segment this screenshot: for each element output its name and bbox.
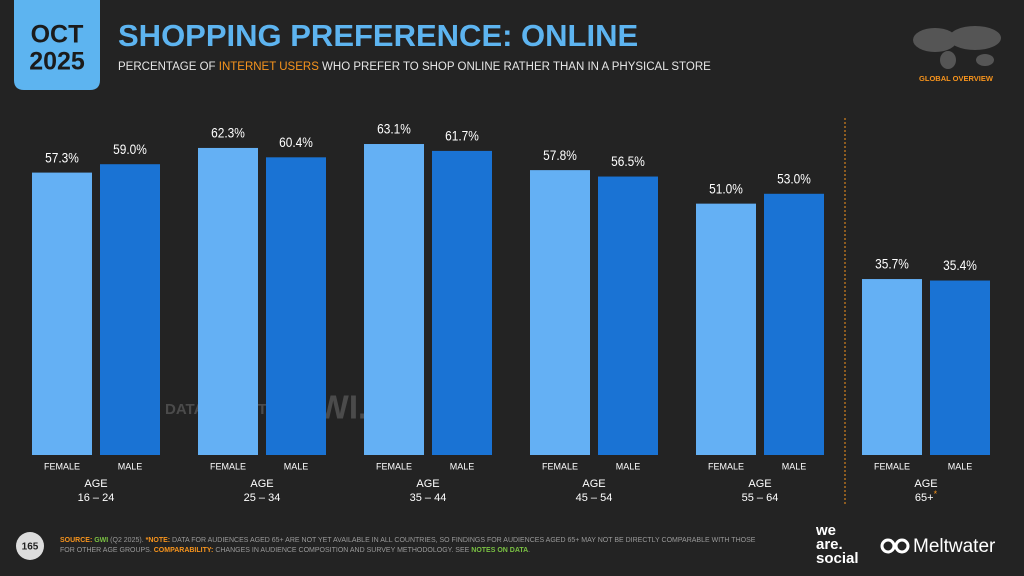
bar [696,203,756,455]
logo-text: Meltwater [913,536,996,557]
footnote-part: FOR OTHER AGE GROUPS. [60,547,154,554]
series-label: MALE [616,461,641,471]
category-label: 25 – 34 [244,492,281,504]
bar [930,280,990,455]
subtitle-part: INTERNET USERS [219,61,319,73]
bar [32,172,92,456]
footnote-part: DATA FOR AUDIENCES AGED 65+ ARE NOT YET … [172,537,756,544]
world-map [913,26,1001,69]
bar [764,193,824,456]
value-label: 63.1% [377,121,411,137]
bar [598,176,658,456]
value-label: 62.3% [211,125,245,141]
value-label: 59.0% [113,141,147,157]
value-label: 53.0% [777,171,811,187]
bar [266,157,326,456]
date-badge [14,0,100,90]
series-label: MALE [782,461,807,471]
x-tick-label: 16 – 24 [78,492,115,504]
meltwater-icon [880,538,910,554]
value-label: 56.5% [611,153,645,169]
value-label: 51.0% [709,180,743,196]
footnote-part: NOTES ON DATA [471,547,528,554]
bar [100,164,160,455]
category-prefix: AGE [582,478,605,490]
footnote-part: CHANGES IN AUDIENCE COMPOSITION AND SURV… [215,547,471,554]
subtitle: PERCENTAGE OF INTERNET USERS WHO PREFER … [118,61,711,73]
bar [862,279,922,455]
series-label: FEMALE [44,461,80,471]
category-label: 65+ [915,492,934,504]
footnote-part: COMPARABILITY: [154,547,216,554]
x-tick-label: 65+* [915,489,938,504]
footnote-part: *NOTE: [146,537,172,544]
month: OCT [31,21,84,49]
value-label: 35.4% [943,257,977,273]
category-label: 55 – 64 [742,492,779,504]
value-label: 57.8% [543,147,577,163]
footnote-part: GWI [94,537,108,544]
note-marker: * [934,489,938,499]
page-badge [16,532,44,560]
series-label: FEMALE [708,461,744,471]
series-label: MALE [118,461,143,471]
series-label: FEMALE [210,461,246,471]
series-label: MALE [450,461,475,471]
footnote-part: SOURCE: [60,537,94,544]
footnote: FOR OTHER AGE GROUPS. COMPARABILITY: CHA… [60,547,530,554]
footnote-part: . [528,547,530,554]
category-label: 45 – 54 [576,492,613,504]
category-prefix: AGE [914,478,937,490]
year: 2025 [29,48,85,76]
series-label: FEMALE [376,461,412,471]
chart-title: SHOPPING PREFERENCE: ONLINE [118,18,638,53]
x-tick-label: 35 – 44 [410,492,447,504]
value-label: 57.3% [45,149,79,165]
value-label: 60.4% [279,134,313,150]
footnote-part: (Q2 2025). [108,537,145,544]
series-label: MALE [948,461,973,471]
series-label: FEMALE [542,461,578,471]
logo-text: social [816,550,859,567]
value-label: 35.7% [875,256,909,272]
section-label: GLOBAL OVERVIEW [919,74,994,83]
page-number: 165 [22,542,39,553]
category-label: 16 – 24 [78,492,115,504]
x-tick-label: 25 – 34 [244,492,281,504]
category-prefix: AGE [84,478,107,490]
subtitle-part: WHO PREFER TO SHOP ONLINE RATHER THAN IN… [319,61,711,73]
plot: 57.3% FEMALE 59.0% MALE AGE 16 – 24 62.3% FEMAL… [32,118,990,505]
logo-text: we [815,522,836,539]
bar [530,170,590,455]
category-prefix: AGE [416,478,439,490]
series-label: FEMALE [874,461,910,471]
x-tick-label: 45 – 54 [576,492,613,504]
logo-text: are. [816,536,843,553]
x-tick-label: 55 – 64 [742,492,779,504]
bar [432,150,492,455]
category-prefix: AGE [748,478,771,490]
bar [364,144,424,455]
bar [198,147,258,455]
series-label: MALE [284,461,309,471]
subtitle-part: PERCENTAGE OF [118,61,219,73]
category-prefix: AGE [250,478,273,490]
category-label: 35 – 44 [410,492,447,504]
footnote: SOURCE: GWI (Q2 2025). *NOTE: DATA FOR A… [60,537,756,544]
value-label: 61.7% [445,128,479,144]
